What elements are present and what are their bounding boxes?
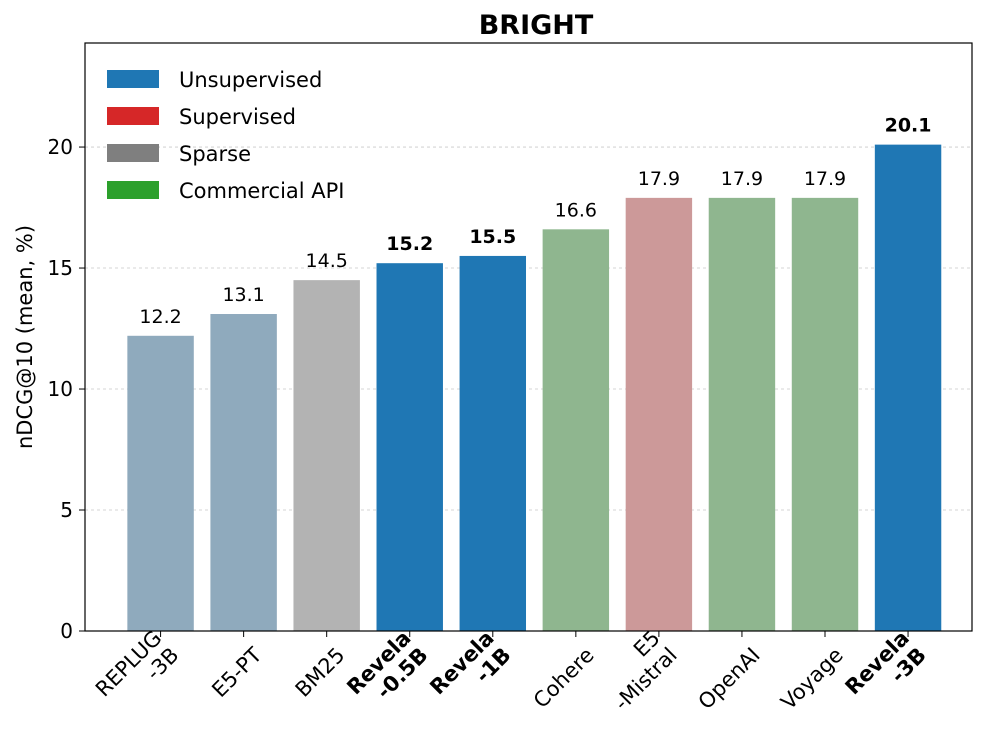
legend-label: Sparse: [179, 142, 251, 166]
value-label: 17.9: [721, 168, 763, 190]
x-tick-label: REPLUG-3B: [91, 626, 184, 719]
x-tick-label: Revela-3B: [841, 626, 931, 716]
bar: [127, 335, 194, 631]
x-tick-label: E5-Mistral: [593, 626, 682, 715]
legend-label: Unsupervised: [179, 68, 322, 92]
bar: [210, 314, 277, 631]
value-label: 16.6: [555, 199, 597, 221]
bar: [708, 197, 776, 631]
bar: [376, 263, 443, 631]
bar: [459, 255, 527, 631]
bar: [791, 197, 859, 631]
value-label: 15.5: [469, 226, 516, 248]
bar: [625, 197, 693, 631]
x-tick-label: Cohere: [529, 643, 599, 713]
legend-swatch: [107, 144, 159, 162]
y-tick-label: 10: [48, 377, 73, 401]
bar: [874, 144, 942, 631]
value-label: 13.1: [222, 284, 264, 306]
x-tick-label: E5-PT: [207, 643, 266, 702]
legend-label: Supervised: [179, 105, 296, 129]
x-tick-label: Revela-1B: [425, 626, 515, 716]
legend-swatch: [107, 181, 159, 199]
y-axis-label: nDCG@10 (mean, %): [13, 225, 37, 449]
value-label: 17.9: [804, 168, 846, 190]
legend-label: Commercial API: [179, 179, 345, 203]
value-label: 20.1: [885, 115, 932, 137]
value-label: 17.9: [638, 168, 680, 190]
x-tick-label: Revela-0.5B: [342, 626, 432, 716]
y-tick-label: 5: [60, 498, 73, 522]
y-tick-label: 20: [48, 135, 73, 159]
legend-swatch: [107, 70, 159, 88]
x-tick-label: Voyage: [776, 643, 848, 715]
value-label: 12.2: [139, 306, 181, 328]
legend: Unsupervised Supervised Sparse Commercial A…: [107, 68, 345, 203]
y-tick-label: 0: [60, 619, 73, 643]
legend-swatch: [107, 107, 159, 125]
bar: [542, 229, 610, 631]
value-label: 14.5: [306, 250, 348, 272]
chart-title: BRIGHT: [479, 10, 594, 41]
plot-frame: [84, 42, 973, 632]
value-label: 15.2: [386, 233, 433, 255]
x-tick-label: OpenAI: [694, 643, 765, 714]
x-tick-label: BM25: [291, 643, 350, 702]
bar: [293, 280, 360, 631]
y-tick-label: 15: [48, 256, 73, 280]
